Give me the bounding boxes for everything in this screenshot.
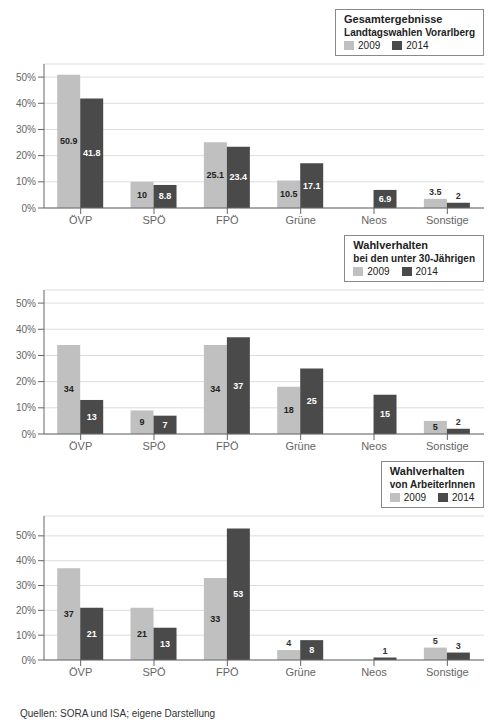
html-text:2014: 2014 xyxy=(406,40,429,51)
svg-text:34: 34 xyxy=(210,384,220,394)
svg-text:20%: 20% xyxy=(16,605,36,616)
svg-text:ÖVP: ÖVP xyxy=(69,440,92,452)
svg-text:2: 2 xyxy=(456,417,461,427)
svg-text:ÖVP: ÖVP xyxy=(69,214,92,226)
svg-text:2: 2 xyxy=(456,191,461,201)
svg-text:37: 37 xyxy=(233,381,243,391)
svg-text:30%: 30% xyxy=(16,580,36,591)
svg-text:25: 25 xyxy=(307,396,317,406)
svg-text:10%: 10% xyxy=(16,630,36,641)
svg-text:33: 33 xyxy=(210,614,220,624)
html-text:Quellen: SORA und ISA; eigene: Quellen: SORA und ISA; eigene Darstellun… xyxy=(20,708,216,719)
svg-text:Sonstige: Sonstige xyxy=(426,440,469,452)
svg-text:41.8: 41.8 xyxy=(83,148,101,158)
svg-text:10%: 10% xyxy=(16,176,36,187)
svg-text:13: 13 xyxy=(87,412,97,422)
html-text:bei den unter 30-Jährigen: bei den unter 30-Jährigen xyxy=(353,253,475,264)
svg-text:Neos: Neos xyxy=(361,666,387,678)
svg-text:ÖVP: ÖVP xyxy=(69,666,92,678)
svg-text:Neos: Neos xyxy=(361,214,387,226)
html-text:2009: 2009 xyxy=(367,266,390,277)
html-text:2009: 2009 xyxy=(403,492,426,503)
svg-text:3: 3 xyxy=(456,641,461,651)
svg-text:21: 21 xyxy=(87,629,97,639)
svg-text:SPÖ: SPÖ xyxy=(142,666,166,678)
svg-text:15: 15 xyxy=(380,409,390,419)
svg-text:3.5: 3.5 xyxy=(429,187,442,197)
svg-text:40%: 40% xyxy=(16,98,36,109)
svg-text:23.4: 23.4 xyxy=(230,172,248,182)
svg-text:21: 21 xyxy=(137,629,147,639)
svg-text:10%: 10% xyxy=(16,402,36,413)
svg-text:7: 7 xyxy=(163,420,168,430)
svg-text:10: 10 xyxy=(137,190,147,200)
svg-text:53: 53 xyxy=(233,589,243,599)
svg-text:25.1: 25.1 xyxy=(207,170,225,180)
svg-text:6.9: 6.9 xyxy=(379,194,392,204)
svg-text:50%: 50% xyxy=(16,72,36,83)
svg-text:30%: 30% xyxy=(16,350,36,361)
svg-text:8.8: 8.8 xyxy=(159,191,172,201)
svg-text:34: 34 xyxy=(64,384,74,394)
svg-text:8: 8 xyxy=(309,645,314,655)
svg-text:Sonstige: Sonstige xyxy=(426,666,469,678)
svg-text:Grüne: Grüne xyxy=(285,440,316,452)
svg-text:5: 5 xyxy=(433,636,438,646)
svg-text:0%: 0% xyxy=(22,655,37,666)
svg-text:9: 9 xyxy=(140,417,145,427)
html-text:2009: 2009 xyxy=(358,40,381,51)
html-text:2014: 2014 xyxy=(452,492,475,503)
html-text:Wahlverhalten: Wahlverhalten xyxy=(353,239,429,251)
svg-text:17.1: 17.1 xyxy=(303,181,321,191)
html-text:von ArbeiterInnen: von ArbeiterInnen xyxy=(389,479,475,490)
svg-text:30%: 30% xyxy=(16,124,36,135)
svg-text:FPÖ: FPÖ xyxy=(216,666,239,678)
svg-text:SPÖ: SPÖ xyxy=(142,214,166,226)
html-text:2014: 2014 xyxy=(415,266,438,277)
svg-text:50%: 50% xyxy=(16,530,36,541)
svg-text:Neos: Neos xyxy=(361,440,387,452)
svg-text:10.5: 10.5 xyxy=(280,189,298,199)
svg-text:5: 5 xyxy=(433,422,438,432)
svg-text:FPÖ: FPÖ xyxy=(216,440,239,452)
svg-text:FPÖ: FPÖ xyxy=(216,214,239,226)
svg-text:Grüne: Grüne xyxy=(285,666,316,678)
svg-text:SPÖ: SPÖ xyxy=(142,440,166,452)
svg-text:40%: 40% xyxy=(16,555,36,566)
svg-text:0%: 0% xyxy=(22,203,37,214)
svg-text:1: 1 xyxy=(383,646,388,656)
html-text:Wahlverhalten: Wahlverhalten xyxy=(389,465,465,477)
svg-text:13: 13 xyxy=(160,639,170,649)
svg-text:20%: 20% xyxy=(16,150,36,161)
svg-text:40%: 40% xyxy=(16,324,36,335)
html-text:Gesamtergebnisse: Gesamtergebnisse xyxy=(344,13,443,25)
svg-text:20%: 20% xyxy=(16,376,36,387)
svg-text:4: 4 xyxy=(286,638,291,648)
svg-text:50%: 50% xyxy=(16,298,36,309)
svg-text:0%: 0% xyxy=(22,429,37,440)
svg-text:Sonstige: Sonstige xyxy=(426,214,469,226)
svg-text:18: 18 xyxy=(284,405,294,415)
svg-text:37: 37 xyxy=(64,609,74,619)
svg-text:Grüne: Grüne xyxy=(285,214,316,226)
html-text:Landtagswahlen Vorarlberg: Landtagswahlen Vorarlberg xyxy=(344,27,475,38)
svg-text:50.9: 50.9 xyxy=(60,136,78,146)
